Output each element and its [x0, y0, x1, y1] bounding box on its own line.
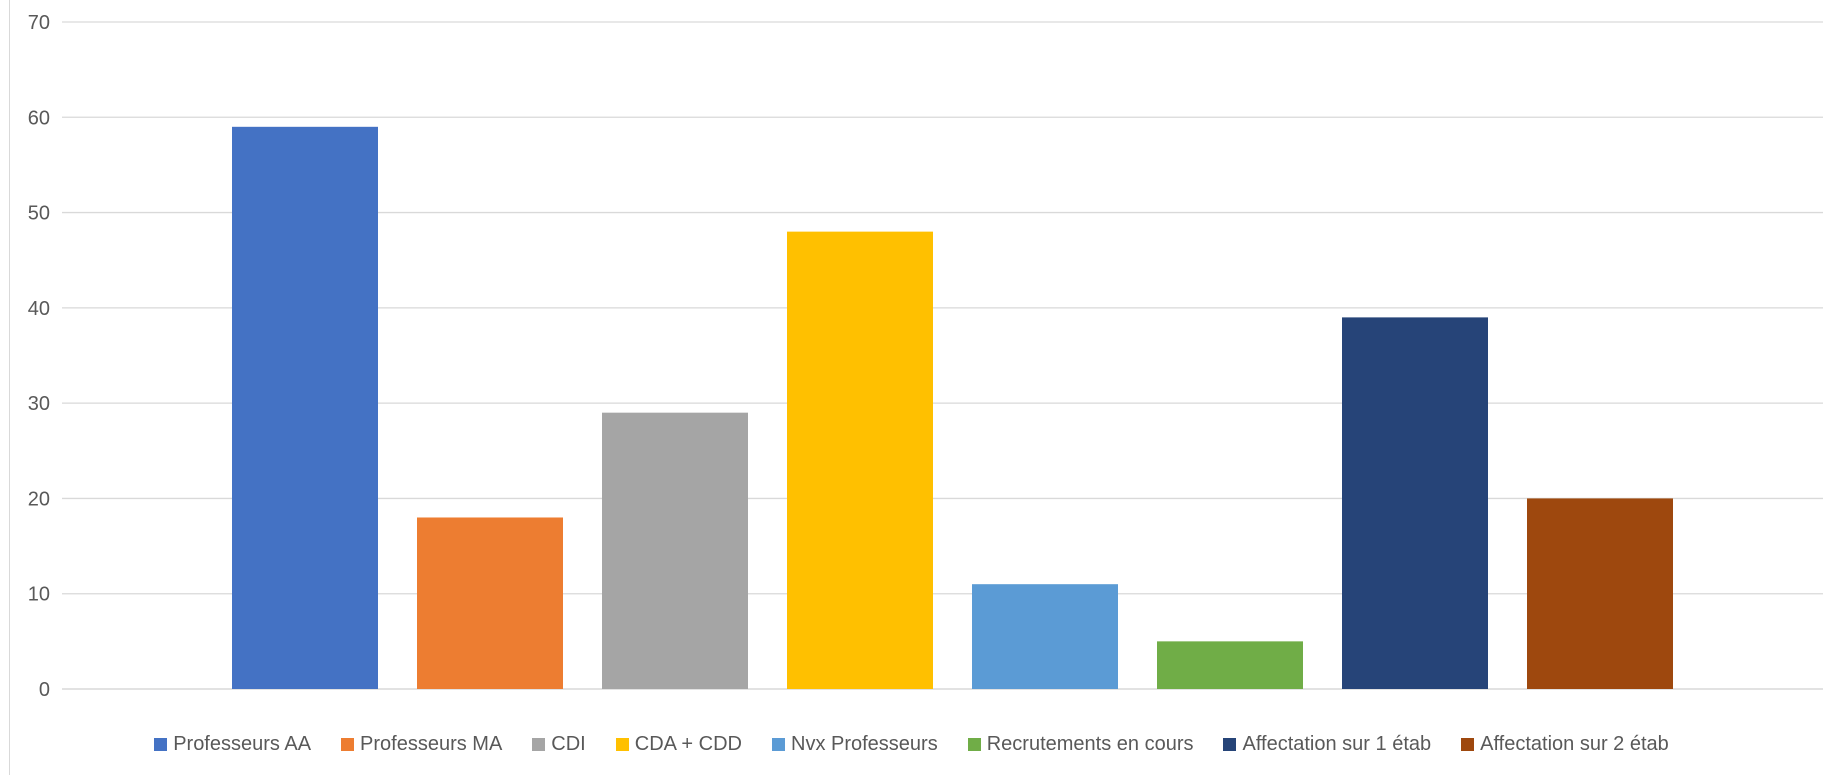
bar-chart: 0 10 20 30 40 50 60 70 — [28, 12, 1823, 701]
legend-label: Recrutements en cours — [986, 732, 1194, 755]
legend-item: Recrutements en cours — [967, 732, 1194, 756]
legend-item: Affectation sur 2 étab — [1461, 733, 1669, 756]
bar-cdi — [602, 412, 748, 689]
y-tick-label: 60 — [28, 107, 50, 129]
y-tick-label: 30 — [28, 393, 50, 415]
bars — [232, 126, 1673, 690]
legend-swatch — [967, 737, 981, 751]
legend-label: CDI — [551, 732, 586, 755]
y-tick-label: 0 — [39, 679, 50, 701]
legend-item: Nvx Professeurs — [772, 733, 938, 756]
y-tick-label: 70 — [28, 12, 50, 34]
legend-item: Affectation sur 1 étab — [1223, 733, 1431, 756]
legend-swatch — [1223, 737, 1237, 751]
legend-label: CDA + CDD — [634, 732, 742, 755]
y-tick-label: 20 — [28, 488, 50, 510]
legend-swatch — [772, 737, 785, 751]
legend-item: CDA + CDD — [615, 732, 742, 756]
legend-swatch — [615, 737, 629, 751]
legend-item: Professeurs AA — [154, 733, 311, 756]
legend-swatch — [532, 737, 546, 751]
legend-item: Professeurs MA — [341, 733, 502, 756]
legend-label: Professeurs AA — [173, 732, 312, 755]
legend-label: Affectation sur 2 étab — [1480, 732, 1669, 755]
bar-nvx-professeurs — [972, 584, 1118, 689]
legend-label: Professeurs MA — [360, 732, 503, 755]
legend: Professeurs AA Professeurs MA CDI CDA + CDD… — [0, 728, 1823, 760]
legend-swatch — [341, 737, 355, 751]
bar-affectation-sur-1-tab — [1342, 317, 1488, 689]
y-tick-label: 50 — [28, 203, 50, 225]
bar-recrutements-en-cours — [1157, 641, 1303, 689]
bar-professeurs-aa — [232, 126, 378, 690]
legend-swatch — [1461, 737, 1475, 751]
bar-cda-cdd — [787, 231, 933, 689]
legend-label: Affectation sur 1 étab — [1242, 732, 1432, 755]
bar-affectation-sur-2-tab — [1527, 498, 1673, 689]
y-axis-tick-labels: 0 10 20 30 40 50 60 70 — [28, 12, 50, 701]
y-tick-label: 10 — [28, 584, 50, 606]
legend-label: Nvx Professeurs — [791, 732, 938, 755]
chart-border — [9, 0, 10, 775]
bar-professeurs-ma — [417, 517, 563, 689]
y-tick-label: 40 — [28, 298, 50, 320]
legend-swatch — [154, 737, 168, 751]
legend-item: CDI — [532, 732, 586, 756]
